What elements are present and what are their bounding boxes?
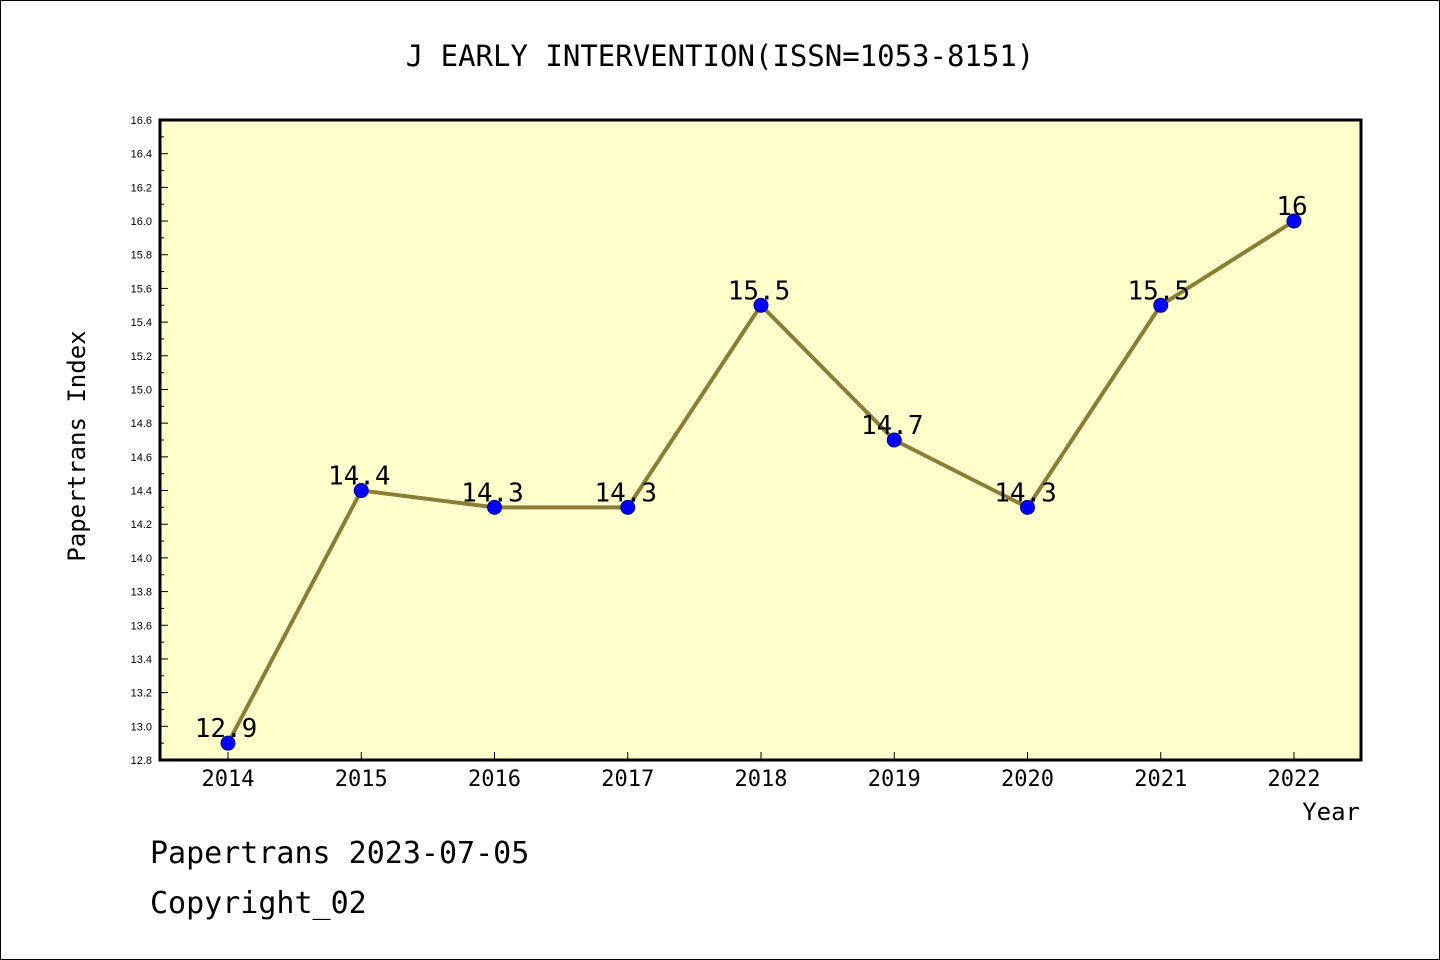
y-tick-label: 14.4 <box>131 486 152 498</box>
x-tick-label: 2019 <box>868 767 921 792</box>
y-tick-label: 14.8 <box>131 418 152 430</box>
y-tick-label: 15.6 <box>131 283 152 295</box>
y-tick-label: 14.2 <box>131 519 152 531</box>
data-point <box>753 297 769 313</box>
data-label: 14.3 <box>994 478 1057 508</box>
y-tick-label: 14.0 <box>131 553 152 565</box>
data-label: 12.9 <box>195 714 258 744</box>
x-tick-label: 2015 <box>335 767 388 792</box>
y-tick-label: 16.0 <box>131 216 152 228</box>
x-tick-label: 2022 <box>1268 767 1321 792</box>
x-axis: 2014 2015 2016 2017 2018 2019 2020 2021 2022 <box>202 752 1321 792</box>
data-point <box>1020 499 1035 515</box>
data-point <box>886 432 902 448</box>
data-point <box>487 499 502 515</box>
footer-copyright: Copyright_02 <box>150 886 367 921</box>
data-label: 14.3 <box>461 478 524 508</box>
plot-area <box>158 118 1363 762</box>
y-tick-label: 13.2 <box>131 688 152 700</box>
data-label: 16 <box>1276 192 1307 222</box>
y-tick-label: 13.0 <box>131 721 152 733</box>
data-label: 14.7 <box>861 411 924 441</box>
y-axis-label: Papertrans Index <box>63 330 91 561</box>
y-tick-label: 16.6 <box>131 115 152 127</box>
x-tick-label: 2016 <box>468 767 521 792</box>
y-tick-label: 12.8 <box>131 755 152 767</box>
y-axis: 12.8 13.0 13.2 13.4 13.6 13.8 14.0 14.2 14.4 14.6… <box>131 115 168 767</box>
x-tick-label: 2017 <box>601 767 654 792</box>
y-tick-label: 15.8 <box>131 250 152 262</box>
footer-source-date: Papertrans 2023-07-05 <box>150 836 530 871</box>
x-tick-label: 2018 <box>735 767 788 792</box>
data-point <box>620 499 636 515</box>
data-point <box>1286 213 1302 229</box>
x-tick-label: 2014 <box>202 767 255 792</box>
data-label: 14.3 <box>594 478 657 508</box>
x-tick-label: 2021 <box>1134 767 1187 792</box>
x-tick-label: 2020 <box>1001 767 1054 792</box>
data-point <box>353 483 369 499</box>
data-point <box>1153 297 1169 313</box>
y-tick-label: 13.4 <box>131 654 152 666</box>
series-group <box>220 213 1302 751</box>
y-tick-label: 16.4 <box>131 149 152 161</box>
data-labels: 12.9 14.4 14.3 14.3 15.5 14.7 14.3 15.5 16 <box>195 192 1308 744</box>
y-tick-label: 15.4 <box>131 317 152 329</box>
data-label: 15.5 <box>1127 276 1190 306</box>
data-point <box>220 735 236 751</box>
y-tick-label: 15.0 <box>131 384 152 396</box>
y-tick-label: 13.6 <box>131 620 152 632</box>
data-label: 15.5 <box>728 276 791 306</box>
y-tick-label: 16.2 <box>131 182 152 194</box>
x-axis-label: Year <box>1302 798 1360 826</box>
data-label: 14.4 <box>328 462 391 492</box>
y-tick-label: 14.6 <box>131 452 152 464</box>
y-tick-label: 15.2 <box>131 351 152 363</box>
chart-title: J EARLY INTERVENTION(ISSN=1053-8151) <box>406 39 1035 73</box>
y-tick-label: 13.8 <box>131 587 152 599</box>
